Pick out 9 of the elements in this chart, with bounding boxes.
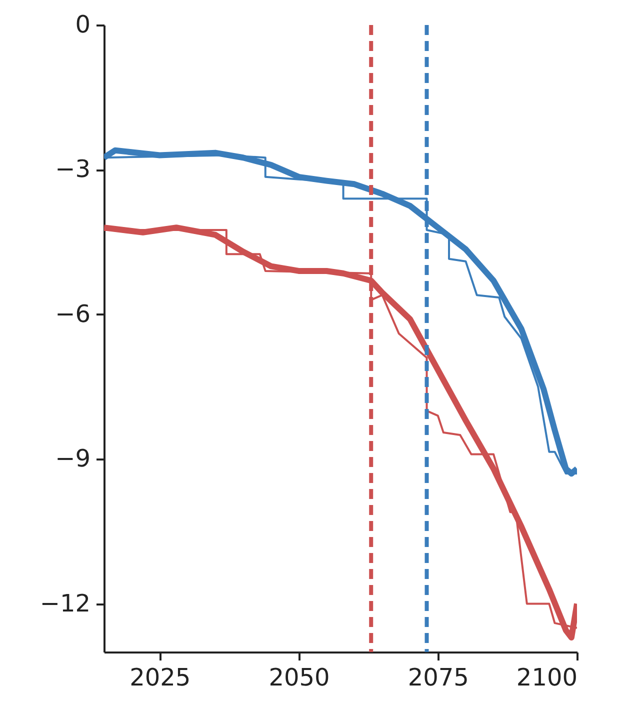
- y-tick-label: −9: [55, 444, 90, 473]
- x-tick-label: 2050: [268, 664, 330, 692]
- y-tick-label: −12: [40, 589, 90, 618]
- x-tick-label: 2025: [130, 664, 191, 692]
- y-tick-label: 0: [75, 10, 90, 38]
- x-tick-label: 2100: [516, 664, 578, 692]
- y-tick-label: −6: [55, 300, 90, 328]
- y-tick-label: −3: [55, 155, 90, 184]
- x-tick-label: 2075: [408, 664, 469, 692]
